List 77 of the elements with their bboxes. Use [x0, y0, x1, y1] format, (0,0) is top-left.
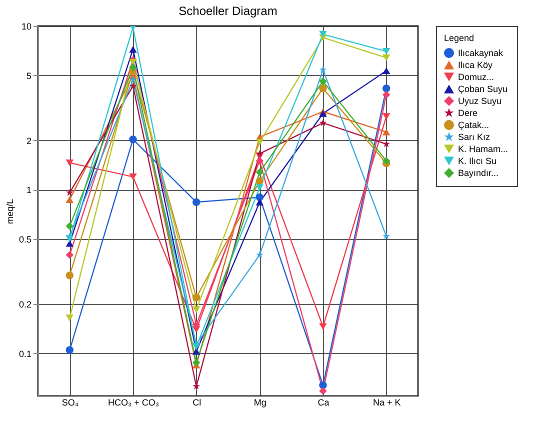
x-tick-label: SO₄ — [62, 398, 79, 408]
point — [66, 159, 74, 166]
legend-label: Çoban Suyu — [458, 84, 508, 94]
point — [66, 196, 74, 203]
point — [382, 232, 390, 240]
legend-label: Dere — [458, 108, 478, 118]
legend-label: Ilıca Köy — [458, 60, 494, 70]
point — [66, 222, 74, 230]
point — [319, 323, 327, 330]
y-tick-label: 0.2 — [18, 300, 32, 310]
point — [256, 168, 264, 176]
point — [129, 46, 137, 53]
point — [256, 198, 264, 206]
point — [382, 48, 390, 55]
y-tick-label: 10 — [21, 22, 32, 32]
point — [192, 382, 200, 390]
y-axis-title: meq/L — [4, 198, 15, 224]
legend-title: Legend — [444, 33, 474, 43]
point — [66, 271, 74, 280]
legend-label: K. Ilıcı Su — [458, 156, 497, 166]
x-tick-label: Cl — [192, 398, 202, 408]
point — [382, 157, 390, 165]
point — [319, 77, 327, 86]
point — [382, 128, 390, 136]
point — [129, 173, 137, 180]
point — [382, 54, 390, 62]
point — [129, 82, 137, 90]
y-tick-label: 2 — [26, 136, 32, 146]
point — [192, 306, 200, 314]
point — [256, 193, 264, 202]
point — [192, 294, 200, 302]
y-tick-label: 0.5 — [18, 234, 32, 245]
point — [256, 138, 264, 146]
point — [256, 177, 264, 185]
point — [66, 346, 74, 354]
point — [192, 358, 200, 366]
point — [192, 198, 200, 206]
chart-title: Schoeller Diagram — [178, 4, 278, 18]
point — [382, 140, 390, 148]
point — [382, 113, 390, 120]
legend-label: Ilıcakaynak — [458, 48, 504, 58]
point — [319, 30, 327, 38]
point — [192, 320, 200, 329]
point — [382, 90, 390, 99]
point — [129, 136, 137, 144]
legend-label: K. Hamam... — [458, 144, 508, 154]
point — [319, 119, 327, 126]
point — [66, 236, 74, 242]
point — [66, 240, 74, 247]
point — [319, 84, 327, 92]
point — [129, 63, 137, 72]
point — [382, 67, 390, 74]
x-tick-label: HCO₃ + CO₃ — [108, 398, 160, 408]
point — [319, 387, 327, 395]
point — [256, 157, 264, 165]
legend-label: Çatak... — [458, 120, 490, 130]
x-tick-label: Mg — [254, 398, 266, 408]
point — [382, 84, 390, 92]
point — [256, 184, 264, 191]
point — [129, 76, 137, 83]
point — [256, 150, 264, 157]
point — [192, 343, 200, 350]
point — [319, 381, 327, 390]
point — [66, 188, 74, 196]
x-tick-label: Na + K — [372, 398, 401, 408]
legend-label: Domuz... — [458, 72, 494, 82]
legend-label: Sarı Kız — [458, 132, 491, 142]
point — [319, 66, 327, 73]
legend-label: Uyuz Suyu — [458, 96, 502, 106]
y-tick-label: 0.1 — [18, 348, 32, 359]
y-tick-label: 1 — [26, 185, 32, 196]
y-tick-label: 5 — [26, 70, 32, 81]
legend-label: Bayındır... — [458, 168, 499, 178]
point — [66, 251, 74, 259]
point — [256, 251, 264, 258]
x-tick-label: Ca — [318, 398, 330, 408]
point — [66, 314, 74, 322]
